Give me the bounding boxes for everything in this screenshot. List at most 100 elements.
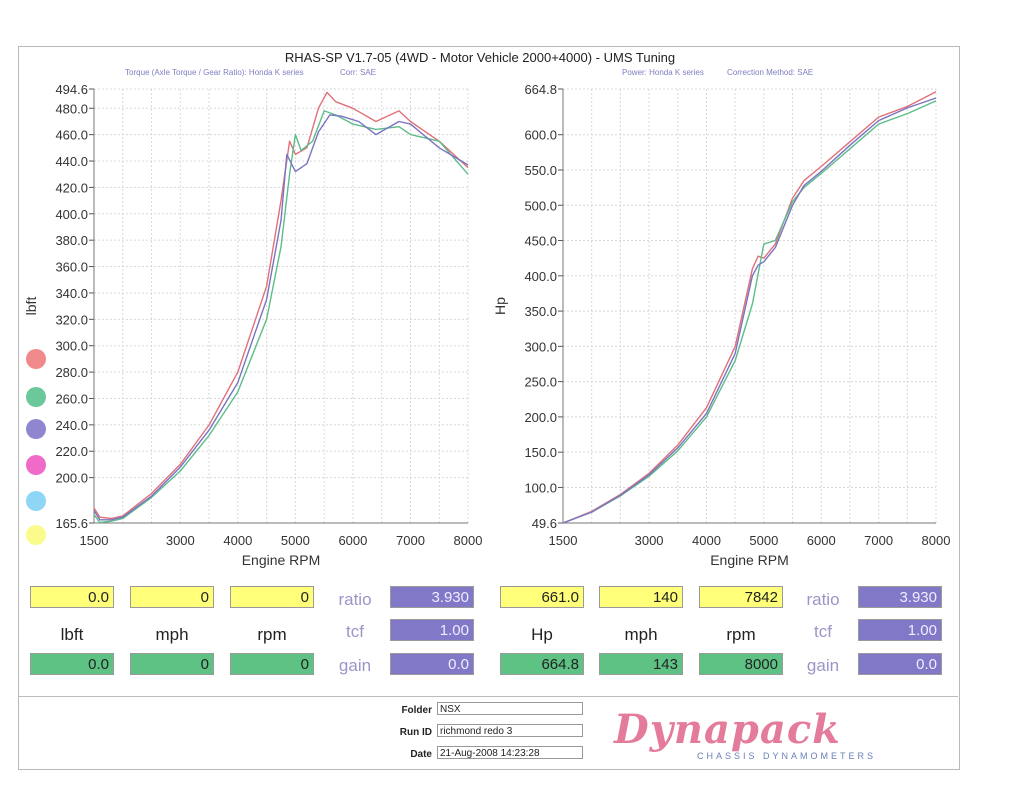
torque-ytick-label: 380.0 [55, 233, 88, 248]
mph-label-right: mph [624, 625, 658, 644]
tcf-label-right: tcf [814, 622, 832, 641]
legend-dot-6 [26, 525, 46, 545]
power-ytick-label: 250.0 [524, 375, 557, 390]
torque-ytick-label: 200.0 [55, 471, 88, 486]
torque-xtick-label: 6000 [338, 533, 367, 548]
torque-xtick-label: 5000 [281, 533, 310, 548]
power-ytick-label: 664.8 [524, 82, 557, 97]
power-corr: Correction Method: SAE [727, 68, 814, 77]
power-xtick-label: 4000 [692, 533, 721, 548]
legend-dot-5 [26, 491, 46, 511]
torque-ytick-label: 240.0 [55, 418, 88, 433]
power-xtick-label: 7000 [864, 533, 893, 548]
power-xtick-label: 8000 [922, 533, 951, 548]
torque-xtick-label: 7000 [396, 533, 425, 548]
gain-label-right: gain [806, 656, 840, 675]
legend-dot-3 [26, 419, 46, 439]
rpm-label-right: rpm [726, 625, 756, 644]
torque-y-axis-label: lbft [23, 297, 39, 316]
folder-label: Folder [401, 705, 432, 716]
torque-max-value: 0.0 [30, 653, 114, 675]
power-ytick-label: 300.0 [524, 339, 557, 354]
run-id-label: Run ID [399, 727, 432, 738]
power-ytick-label: 100.0 [524, 480, 557, 495]
torque-subtitle: Torque (Axle Torque / Gear Ratio): Honda… [125, 68, 304, 77]
torque-series-line-1 [93, 91, 469, 520]
footer [18, 696, 958, 769]
torque-ytick-label: 300.0 [55, 339, 88, 354]
power-ytick-label: 200.0 [524, 410, 557, 425]
torque-ytick-label: 494.6 [55, 82, 88, 97]
power-xtick-label: 1500 [549, 533, 578, 548]
run-id-value: richmond redo 3 [437, 724, 583, 737]
tcf-value-right: 1.00 [858, 619, 942, 641]
power-unit-label: Hp [531, 625, 553, 644]
power-subtitle: Power: Honda K series [622, 68, 704, 77]
dynapack-logo-subtitle: CHASSIS DYNAMOMETERS [697, 751, 877, 761]
torque-ytick-label: 440.0 [55, 154, 88, 169]
torque-ytick-label: 420.0 [55, 180, 88, 195]
gain-value-left: 0.0 [390, 653, 474, 675]
power-xtick-label: 6000 [807, 533, 836, 548]
ratio-value-right: 3.930 [858, 586, 942, 608]
chart-title: RHAS-SP V1.7-05 (4WD - Motor Vehicle 200… [284, 50, 676, 65]
torque-xtick-label: 4000 [223, 533, 252, 548]
power-peak-value: 661.0 [500, 586, 584, 608]
torque-xtick-label: 3000 [166, 533, 195, 548]
torque-xtick-label: 1500 [80, 533, 109, 548]
ratio-value-left: 3.930 [390, 586, 474, 608]
torque-unit-label: lbft [60, 625, 84, 644]
power-ytick-label: 350.0 [524, 304, 557, 319]
power-series-line-1 [562, 91, 937, 524]
rpm-label-left: rpm [257, 625, 287, 644]
torque-ytick-label: 340.0 [55, 286, 88, 301]
torque-max-mph: 0 [130, 653, 214, 675]
power-max-value: 664.8 [500, 653, 584, 675]
torque-ytick-label: 480.0 [55, 101, 88, 116]
torque-max-rpm: 0 [230, 653, 314, 675]
dynapack-logo: Dynapack [614, 706, 841, 753]
torque-mph-value: 0 [130, 586, 214, 608]
torque-ytick-label: 280.0 [55, 365, 88, 380]
power-xtick-label: 5000 [749, 533, 778, 548]
tcf-label-left: tcf [346, 622, 364, 641]
power-ytick-label: 600.0 [524, 128, 557, 143]
ratio-label-right: ratio [806, 590, 840, 609]
tcf-value-left: 1.00 [390, 619, 474, 641]
torque-xtick-label: 8000 [454, 533, 483, 548]
charts-svg: 494.6 480.0 460.0 440.0 420.0 400.0 380.0 360.0… [23, 82, 951, 568]
power-xtick-label: 3000 [635, 533, 664, 548]
torque-x-axis-label: Engine RPM [242, 552, 321, 568]
power-ytick-label: 150.0 [524, 445, 557, 460]
power-rpm-value: 7842 [699, 586, 783, 608]
torque-ytick-label: 260.0 [55, 391, 88, 406]
gain-value-right: 0.0 [858, 653, 942, 675]
power-ytick-label: 49.6 [532, 516, 557, 531]
torque-peak-value: 0.0 [30, 586, 114, 608]
torque-corr: Corr: SAE [340, 68, 377, 77]
power-mph-value: 140 [599, 586, 683, 608]
power-y-axis-label: Hp [492, 297, 508, 315]
power-series-line-2 [562, 100, 937, 524]
legend-dot-4 [26, 455, 46, 475]
torque-ytick-label: 360.0 [55, 260, 88, 275]
folder-value: NSX [437, 702, 583, 715]
power-max-rpm: 8000 [699, 653, 783, 675]
power-ytick-label: 400.0 [524, 269, 557, 284]
torque-ytick-label: 165.6 [55, 516, 88, 531]
torque-series-line-2 [93, 110, 469, 524]
power-x-axis-label: Engine RPM [710, 552, 789, 568]
ratio-label-left: ratio [338, 590, 372, 609]
power-ytick-label: 450.0 [524, 234, 557, 249]
power-ytick-label: 550.0 [524, 163, 557, 178]
gain-label-left: gain [338, 656, 372, 675]
torque-series-line-3 [93, 114, 469, 521]
torque-rpm-value: 0 [230, 586, 314, 608]
mph-label-left: mph [155, 625, 189, 644]
power-max-mph: 143 [599, 653, 683, 675]
legend-dot-1 [26, 349, 46, 369]
power-ytick-label: 500.0 [524, 198, 557, 213]
power-series-line-3 [562, 97, 937, 524]
torque-ytick-label: 320.0 [55, 312, 88, 327]
date-label: Date [410, 749, 432, 760]
